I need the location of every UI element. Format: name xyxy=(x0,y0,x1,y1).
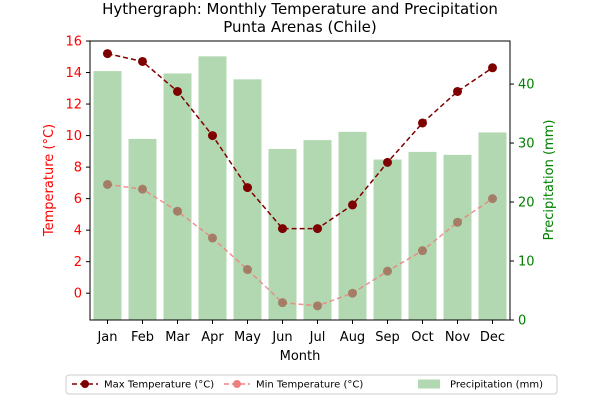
min-temperature-point xyxy=(418,246,427,256)
left-tick-label: 6 xyxy=(74,192,82,207)
precipitation-bar xyxy=(408,151,437,320)
precipitation-bar xyxy=(268,148,297,320)
x-tick-label: Sep xyxy=(375,330,400,345)
min-temperature-point xyxy=(173,206,182,216)
left-tick-label: 2 xyxy=(74,255,82,270)
x-axis: Jan Feb Mar Apr May Jun Jul Aug Sep Oct Nov Dec xyxy=(96,320,505,345)
min-temperature-point xyxy=(488,194,497,204)
precipitation-bar xyxy=(198,56,227,320)
left-tick-label: 8 xyxy=(74,161,82,176)
precipitation-bar xyxy=(338,131,367,320)
x-tick-label: Jun xyxy=(271,330,292,345)
max-temperature-point xyxy=(208,131,217,141)
min-temperature-point xyxy=(243,265,252,275)
right-tick-label: 10 xyxy=(518,255,535,270)
x-tick-label: Jul xyxy=(309,330,326,345)
left-y-axis: 0 2 4 6 8 10 12 14 16 xyxy=(65,35,90,302)
max-temperature-point xyxy=(488,63,497,73)
legend-label: Min Temperature (°C) xyxy=(256,380,363,391)
precipitation-bar xyxy=(443,154,472,320)
x-axis-label: Month xyxy=(280,349,321,364)
x-tick-label: Nov xyxy=(445,330,471,345)
x-tick-label: Jan xyxy=(96,330,117,345)
max-temperature-point xyxy=(138,56,147,66)
min-temperature-point xyxy=(348,288,357,298)
legend-swatch-marker xyxy=(233,380,241,388)
max-temperature-point xyxy=(278,224,287,234)
right-tick-label: 30 xyxy=(518,137,535,152)
legend-label: Precipitation (mm) xyxy=(450,380,543,391)
left-tick-label: 10 xyxy=(65,129,82,144)
right-tick-label: 20 xyxy=(518,196,535,211)
min-temperature-point xyxy=(453,217,462,227)
x-tick-label: Mar xyxy=(165,330,190,345)
max-temperature-point xyxy=(453,86,462,96)
min-temperature-point xyxy=(278,298,287,308)
right-tick-label: 0 xyxy=(518,314,526,329)
chart-title: Hythergraph: Monthly Temperature and Pre… xyxy=(102,0,498,18)
right-tick-label: 40 xyxy=(518,78,535,93)
min-temperature-line xyxy=(107,183,493,307)
max-temperature-point xyxy=(418,118,427,128)
left-tick-label: 0 xyxy=(74,287,82,302)
max-temperature-line xyxy=(107,52,493,230)
left-tick-label: 14 xyxy=(65,66,82,81)
max-temperature-point xyxy=(243,183,252,193)
y-axis-label-left: Temperature (°C) xyxy=(42,124,57,237)
min-temperature-point xyxy=(313,301,322,311)
min-temperature-point xyxy=(103,179,112,189)
left-tick-label: 4 xyxy=(74,224,82,239)
x-tick-label: Dec xyxy=(480,330,505,345)
precipitation-bar xyxy=(478,132,507,320)
plot-frame xyxy=(89,40,511,321)
chart-subtitle: Punta Arenas (Chile) xyxy=(223,18,377,36)
temperature-lines xyxy=(103,49,497,311)
precipitation-bar xyxy=(93,71,122,320)
max-temperature-point xyxy=(348,200,357,210)
max-temperature-point xyxy=(383,157,392,167)
max-temperature-point xyxy=(173,86,182,96)
max-temperature-point xyxy=(103,49,112,59)
x-tick-label: Aug xyxy=(340,330,365,345)
x-tick-label: Apr xyxy=(201,330,224,345)
legend-swatch-marker xyxy=(81,380,89,388)
left-tick-label: 12 xyxy=(65,98,82,113)
legend-label: Max Temperature (°C) xyxy=(104,380,214,391)
x-tick-label: Oct xyxy=(411,330,433,345)
legend-swatch-patch xyxy=(418,379,440,389)
min-temperature-point xyxy=(383,266,392,276)
x-tick-label: Feb xyxy=(131,330,154,345)
precipitation-bar xyxy=(163,73,192,320)
y-axis-label-right: Precipitation (mm) xyxy=(542,120,557,241)
min-temperature-point xyxy=(138,184,147,194)
right-y-axis: 0 10 20 30 40 xyxy=(510,78,535,329)
precipitation-bar xyxy=(128,138,157,320)
left-tick-label: 16 xyxy=(65,35,82,50)
precipitation-bars xyxy=(93,56,507,320)
max-temperature-point xyxy=(313,224,322,234)
precipitation-bar xyxy=(373,159,402,320)
legend: Max Temperature (°C) Min Temperature (°C)… xyxy=(65,374,558,395)
min-temperature-point xyxy=(208,233,217,243)
x-tick-label: May xyxy=(234,330,261,345)
